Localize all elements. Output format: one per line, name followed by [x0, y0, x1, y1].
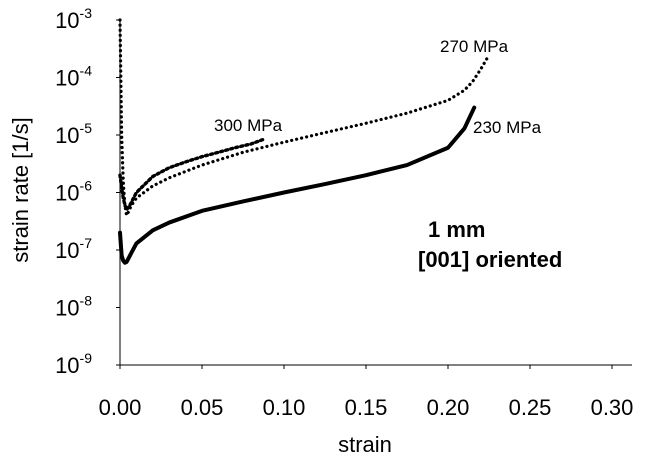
- x-tick-label: 0.05: [181, 395, 224, 420]
- series-230-mpa: [118, 105, 477, 265]
- series-line: [118, 137, 267, 212]
- x-tick-label: 0.30: [591, 395, 634, 420]
- x-ticks: 0.00 0.05 0.10 0.15 0.20 0.25 0.30: [99, 365, 634, 420]
- series-270-mpa: [118, 18, 489, 217]
- annotation-orientation: [001] oriented: [418, 247, 562, 272]
- series-line: [118, 18, 489, 217]
- x-tick-label: 0.00: [99, 395, 142, 420]
- series-label-270: 270 MPa: [440, 37, 509, 56]
- x-tick-label: 0.25: [509, 395, 552, 420]
- x-tick-label: 0.10: [263, 395, 306, 420]
- y-tick-label: 10-4: [55, 63, 92, 91]
- y-axis-label: strain rate [1/s]: [8, 117, 33, 263]
- y-tick-label: 10-7: [55, 235, 92, 263]
- y-tick-label: 10-5: [55, 120, 92, 148]
- x-tick-label: 0.15: [345, 395, 388, 420]
- series-300-mpa: [118, 137, 267, 212]
- series-line: [118, 105, 477, 265]
- x-tick-label: 0.20: [427, 395, 470, 420]
- axes: [119, 20, 632, 366]
- y-tick-label: 10-8: [55, 293, 92, 321]
- annotation-size: 1 mm: [428, 217, 485, 242]
- y-tick-label: 10-9: [55, 350, 92, 378]
- y-tick-label: 10-3: [55, 5, 92, 33]
- y-tick-label: 10-6: [55, 178, 92, 206]
- series-label-300: 300 MPa: [214, 116, 283, 135]
- series-label-230: 230 MPa: [473, 118, 542, 137]
- y-ticks: 10-9 10-8 10-7 10-6 10-5 10-4 10-3: [55, 5, 120, 378]
- x-axis-label: strain: [338, 432, 392, 457]
- series-group: [118, 18, 489, 265]
